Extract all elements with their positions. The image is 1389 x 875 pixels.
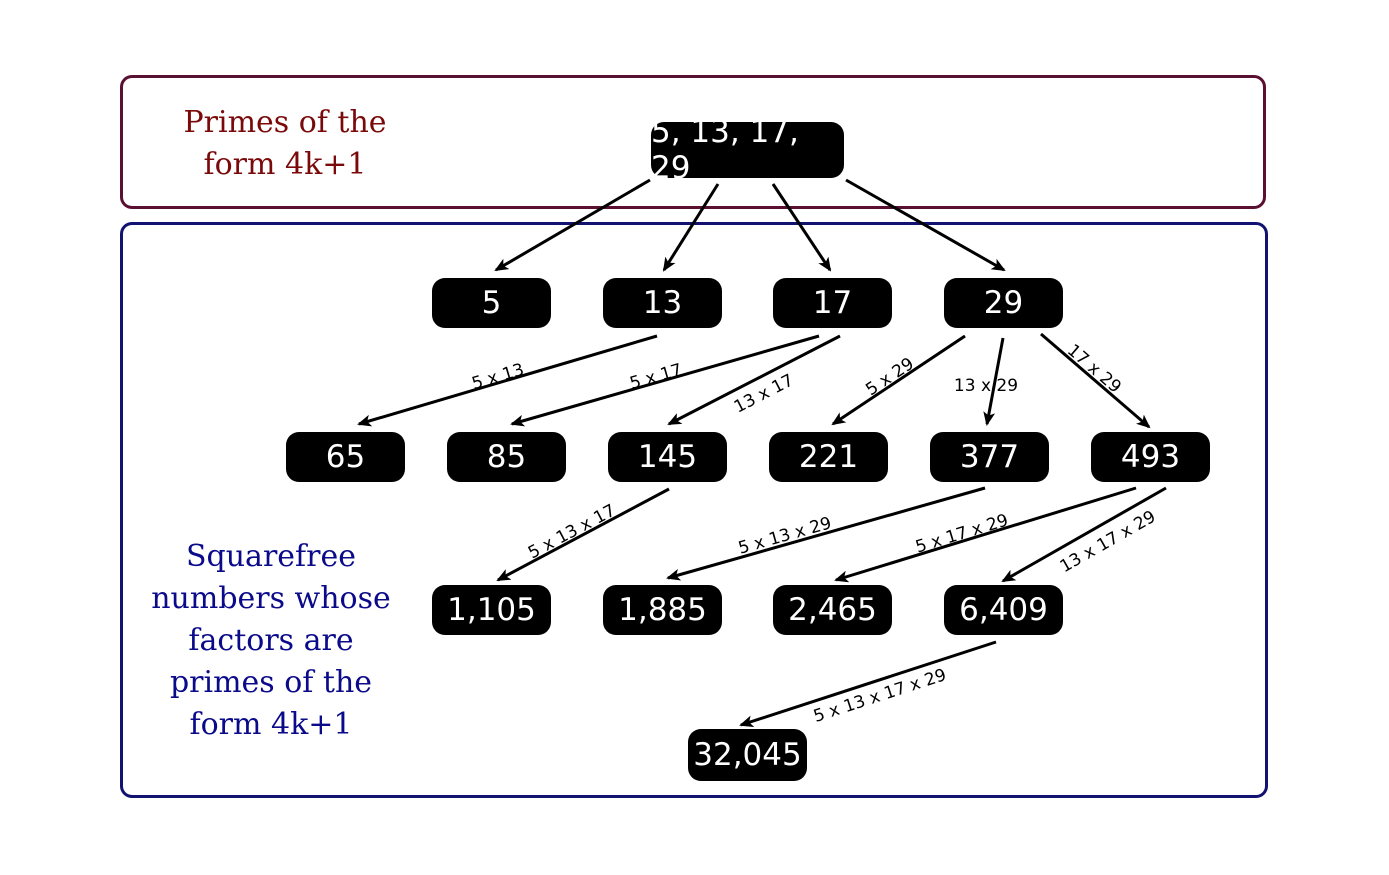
node-n32045: 32,045 [688, 729, 807, 781]
node-n85: 85 [447, 432, 566, 482]
edge-label-n65: 5 x 13 [470, 360, 527, 394]
edge-n377-n1885 [666, 486, 986, 581]
node-n377: 377 [930, 432, 1049, 482]
edge-root-p13 [662, 183, 720, 272]
edge-n493-n2465 [834, 486, 1137, 583]
node-n493: 493 [1091, 432, 1210, 482]
edge-p17-n85 [510, 334, 820, 427]
edge-root-p5 [494, 178, 651, 272]
node-root: 5, 13, 17, 29 [651, 114, 844, 186]
edge-p29-n221 [831, 334, 966, 426]
edge-label-n1885: 5 x 13 x 29 [736, 513, 834, 558]
edge-root-p17 [771, 183, 832, 272]
edge-p29-n377 [983, 337, 1005, 426]
edge-label-n145: 13 x 17 [731, 370, 797, 417]
node-n1105: 1,105 [432, 585, 551, 635]
edge-label-n377: 13 x 29 [954, 376, 1018, 396]
node-p29: 29 [944, 278, 1063, 328]
primes-caption: Primes of the form 4k+1 [183, 105, 387, 182]
node-p17: 17 [773, 278, 892, 328]
node-p13: 13 [603, 278, 722, 328]
primes-region [120, 75, 1266, 209]
node-n65: 65 [286, 432, 405, 482]
node-n145: 145 [608, 432, 727, 482]
edge-p13-n65 [357, 334, 658, 427]
edge-label-n493: 17 x 29 [1063, 341, 1125, 398]
node-n6409: 6,409 [944, 585, 1063, 635]
edge-root-p29 [845, 178, 1006, 272]
node-n221: 221 [769, 432, 888, 482]
edge-n6409-n32045 [739, 640, 997, 727]
node-n1885: 1,885 [603, 585, 722, 635]
node-n2465: 2,465 [773, 585, 892, 635]
squarefree-caption: Squarefree numbers whose factors are pri… [151, 539, 391, 742]
edge-n145-n1105 [496, 487, 670, 582]
edge-label-n1105: 5 x 13 x 17 [525, 501, 619, 564]
edge-p29-n493 [1040, 332, 1151, 429]
edge-label-n221: 5 x 29 [862, 354, 917, 400]
edge-n493-n6409 [1001, 486, 1167, 583]
edge-p17-n145 [667, 334, 841, 426]
edge-label-n2465: 5 x 17 x 29 [913, 510, 1010, 557]
edge-label-n85: 5 x 17 [628, 360, 685, 394]
node-p5: 5 [432, 278, 551, 328]
